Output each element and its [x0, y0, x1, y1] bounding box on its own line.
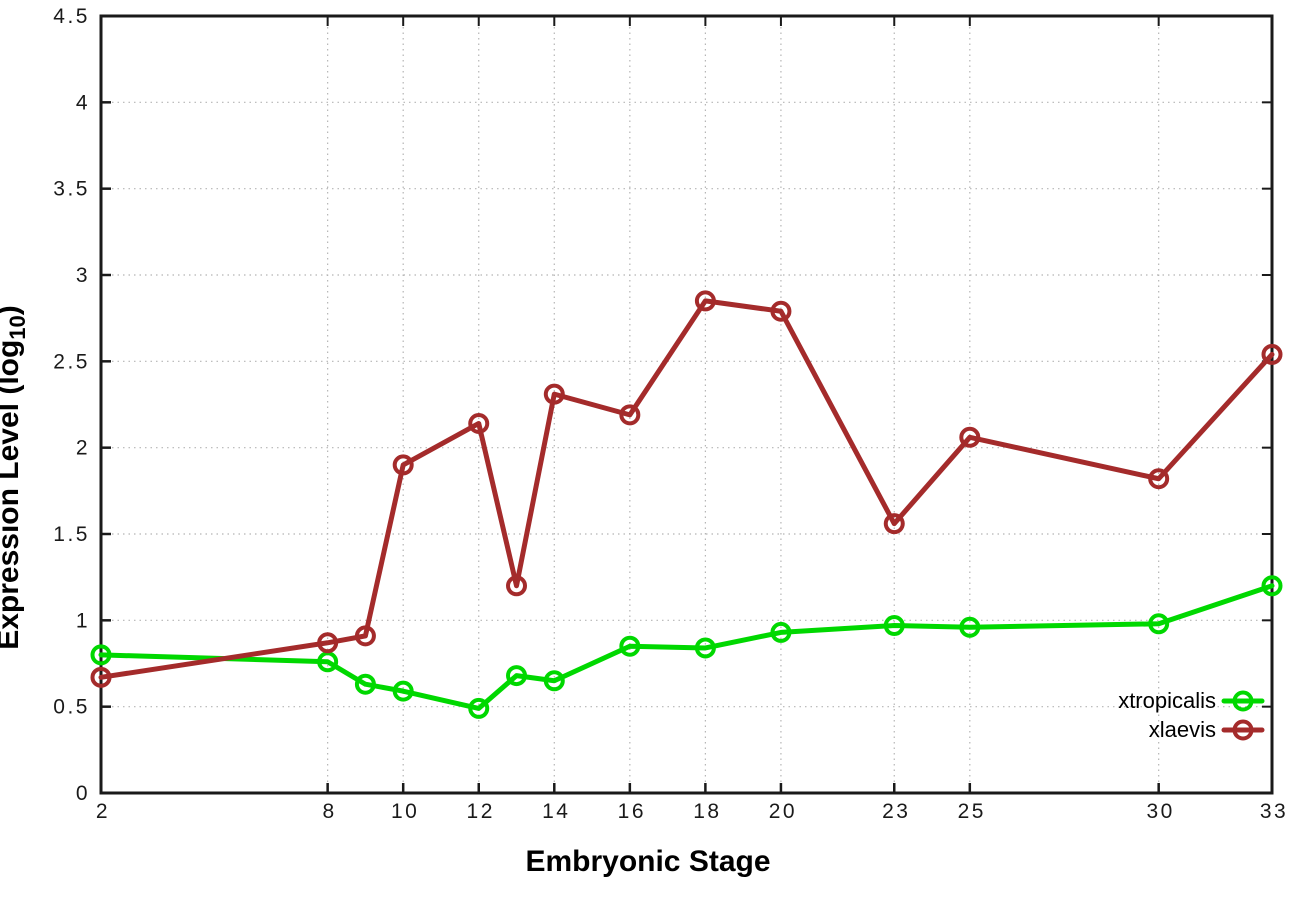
data-point-xlaevis	[694, 290, 716, 312]
data-point-xlaevis	[619, 404, 641, 426]
data-point-xlaevis	[1261, 343, 1283, 365]
legend-label-xlaevis: xlaevis	[1149, 717, 1216, 742]
data-point-xlaevis	[543, 383, 565, 405]
x-axis-title-text: Embryonic Stage	[525, 845, 771, 878]
x-tick-label: 8	[323, 800, 337, 823]
data-point-xtropicalis	[90, 644, 112, 666]
x-axis-title: Embryonic Stage	[0, 845, 1296, 879]
data-point-xtropicalis	[1148, 613, 1170, 635]
data-point-xlaevis	[317, 632, 339, 654]
data-point-xtropicalis	[392, 680, 414, 702]
data-point-xlaevis	[90, 666, 112, 688]
data-point-xtropicalis	[694, 637, 716, 659]
y-tick-label: 4	[76, 91, 90, 114]
data-point-xtropicalis	[468, 697, 490, 719]
x-tick-label: 14	[542, 800, 570, 823]
x-tick-label: 25	[958, 800, 986, 823]
x-tick-label: 33	[1260, 800, 1288, 823]
y-axis-title-subscript: 10	[5, 315, 31, 340]
data-point-xlaevis	[770, 300, 792, 322]
data-point-xlaevis	[354, 625, 376, 647]
y-tick-label: 2	[76, 437, 90, 460]
data-point-xtropicalis	[770, 621, 792, 643]
data-point-xlaevis	[959, 426, 981, 448]
y-axis-title-prefix: Expression Level (log	[0, 339, 26, 650]
series-line-xtropicalis	[98, 583, 1275, 711]
data-point-xlaevis	[506, 575, 528, 597]
data-point-xtropicalis	[959, 616, 981, 638]
data-point-xtropicalis	[619, 635, 641, 657]
series-line-xlaevis	[98, 298, 1275, 680]
data-point-xlaevis	[1148, 468, 1170, 490]
y-tick-label: 1.5	[53, 523, 90, 546]
y-axis-title-suffix: )	[0, 305, 25, 315]
legend-sample-marker-xlaevis	[1232, 719, 1254, 741]
data-point-xtropicalis	[506, 665, 528, 687]
x-tick-label: 10	[391, 800, 419, 823]
y-tick-label: 1	[76, 609, 90, 632]
x-tick-label: 30	[1146, 800, 1174, 823]
data-point-xtropicalis	[354, 673, 376, 695]
y-tick-label: 0.5	[53, 696, 90, 719]
data-point-xlaevis	[468, 412, 490, 434]
y-tick-label: 0	[76, 782, 90, 805]
x-tick-label: 16	[618, 800, 646, 823]
legend-sample-marker-xtropicalis	[1232, 690, 1254, 712]
data-point-xtropicalis	[1261, 575, 1283, 597]
y-tick-label: 3.5	[53, 178, 90, 201]
data-point-xlaevis	[392, 454, 414, 476]
y-axis-title-text: Expression Level (log10)	[0, 305, 31, 650]
plot-border	[99, 14, 1274, 795]
y-tick-label: 4.5	[53, 5, 90, 28]
x-tick-label: 20	[769, 800, 797, 823]
data-point-xlaevis	[883, 513, 905, 535]
legend-label-xtropicalis: xtropicalis	[1118, 688, 1216, 713]
x-tick-label: 2	[96, 800, 110, 823]
data-point-xtropicalis	[883, 615, 905, 637]
x-tick-label: 23	[882, 800, 910, 823]
y-tick-label: 2.5	[53, 350, 90, 373]
y-tick-label: 3	[76, 264, 90, 287]
x-tick-label: 18	[693, 800, 721, 823]
data-point-xtropicalis	[543, 670, 565, 692]
x-tick-label: 12	[467, 800, 495, 823]
